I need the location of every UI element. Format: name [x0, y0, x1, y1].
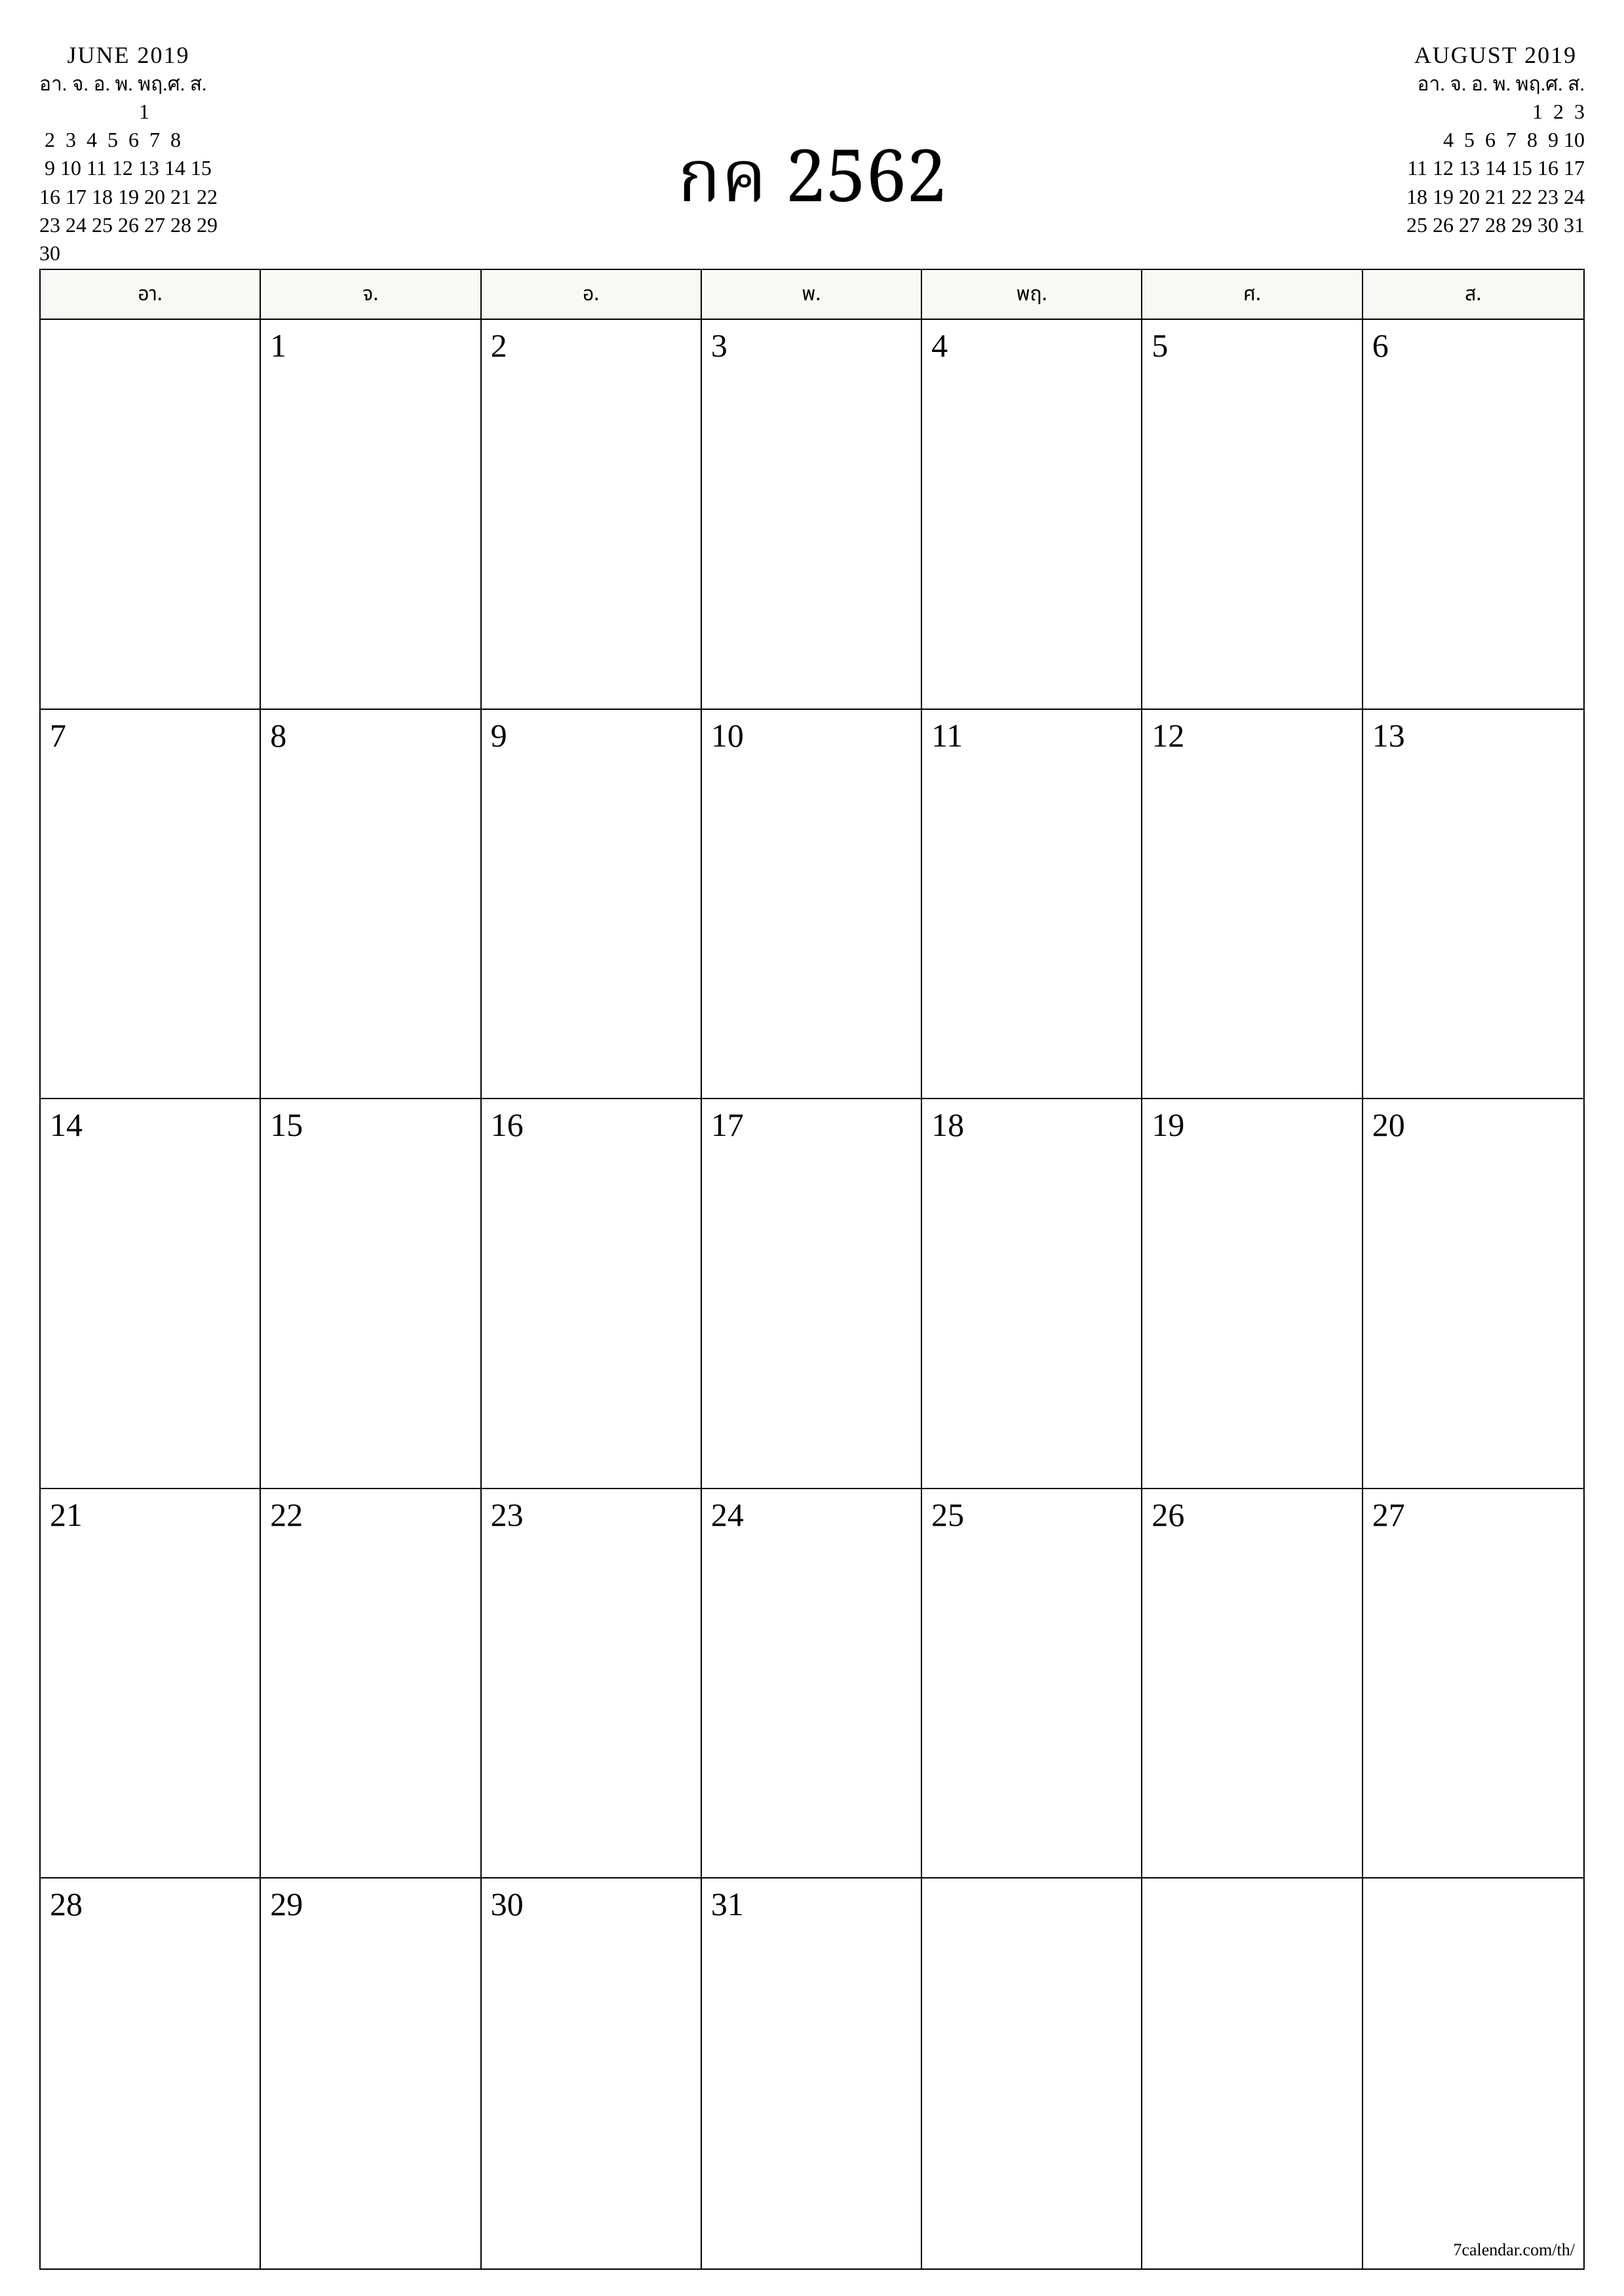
day-cell: 17 [702, 1099, 922, 1489]
day-cell: 6 [1363, 320, 1583, 710]
day-cell: 14 [41, 1099, 261, 1489]
day-cell: 25 [922, 1489, 1142, 1879]
day-cell: 13 [1363, 710, 1583, 1100]
weekday-header: พ. [702, 270, 922, 319]
day-cell [922, 1878, 1142, 2268]
day-cell: 19 [1142, 1099, 1363, 1489]
day-cell: 7 [41, 710, 261, 1100]
weekday-header: จ. [261, 270, 481, 319]
mini-prev-row: 2 3 4 5 6 7 8 [39, 126, 218, 154]
mini-prev-title: JUNE 2019 [39, 39, 218, 71]
calendar-page: JUNE 2019 อา. จ. อ. พ. พฤ.ศ. ส. 1 2 3 4 … [0, 0, 1624, 2296]
day-cell: 22 [261, 1489, 481, 1879]
day-cell [1142, 1878, 1363, 2268]
day-cell: 30 [482, 1878, 702, 2268]
day-cell: 24 [702, 1489, 922, 1879]
day-cell: 9 [482, 710, 702, 1100]
mini-next-row: 1 2 3 [1406, 98, 1585, 126]
mini-prev-row: 16 17 18 19 20 21 22 [39, 183, 218, 211]
mini-calendar-prev: JUNE 2019 อา. จ. อ. พ. พฤ.ศ. ส. 1 2 3 4 … [39, 39, 218, 267]
day-cell: 12 [1142, 710, 1363, 1100]
mini-next-row: 11 12 13 14 15 16 17 [1406, 154, 1585, 182]
day-cell: 18 [922, 1099, 1142, 1489]
mini-prev-row: 1 [39, 98, 218, 126]
main-calendar: อา. จ. อ. พ. พฤ. ศ. ส. 1 2 3 4 5 6 7 8 9… [39, 269, 1585, 2270]
day-cell: 29 [261, 1878, 481, 2268]
day-cell: 10 [702, 710, 922, 1100]
weekday-header: ศ. [1142, 270, 1363, 319]
mini-next-row: 4 5 6 7 8 9 10 [1406, 126, 1585, 154]
day-cell: 4 [922, 320, 1142, 710]
mini-prev-row: 30 [39, 239, 218, 267]
mini-prev-row: 9 10 11 12 13 14 15 [39, 154, 218, 182]
day-cell: 27 [1363, 1489, 1583, 1879]
mini-calendar-next: AUGUST 2019 อา. จ. อ. พ. พฤ.ศ. ส. 1 2 3 … [1406, 39, 1585, 239]
day-cell: 1 [261, 320, 481, 710]
day-cell [41, 320, 261, 710]
mini-next-dayrow: อา. จ. อ. พ. พฤ.ศ. ส. [1406, 71, 1585, 98]
mini-prev-dayrow: อา. จ. อ. พ. พฤ.ศ. ส. [39, 71, 218, 98]
mini-next-row: 18 19 20 21 22 23 24 [1406, 183, 1585, 211]
weekday-header: พฤ. [922, 270, 1142, 319]
day-cell: 2 [482, 320, 702, 710]
day-cell: 31 [702, 1878, 922, 2268]
day-cell: 15 [261, 1099, 481, 1489]
day-cell: 5 [1142, 320, 1363, 710]
footer-url: 7calendar.com/th/ [1453, 2240, 1575, 2260]
calendar-header-row: อา. จ. อ. พ. พฤ. ศ. ส. [41, 270, 1583, 320]
weekday-header: ส. [1363, 270, 1583, 319]
day-cell: 8 [261, 710, 481, 1100]
mini-next-title: AUGUST 2019 [1406, 39, 1585, 71]
weekday-header: อ. [482, 270, 702, 319]
day-cell: 28 [41, 1878, 261, 2268]
mini-prev-row: 23 24 25 26 27 28 29 [39, 211, 218, 239]
day-cell: 23 [482, 1489, 702, 1879]
day-cell: 3 [702, 320, 922, 710]
day-cell [1363, 1878, 1583, 2268]
header: JUNE 2019 อา. จ. อ. พ. พฤ.ศ. ส. 1 2 3 4 … [39, 39, 1585, 262]
day-cell: 20 [1363, 1099, 1583, 1489]
calendar-body: 1 2 3 4 5 6 7 8 9 10 11 12 13 14 15 16 1… [41, 320, 1583, 2268]
day-cell: 16 [482, 1099, 702, 1489]
mini-next-row: 25 26 27 28 29 30 31 [1406, 211, 1585, 239]
page-title: กค 2562 [677, 125, 946, 240]
weekday-header: อา. [41, 270, 261, 319]
day-cell: 21 [41, 1489, 261, 1879]
day-cell: 11 [922, 710, 1142, 1100]
day-cell: 26 [1142, 1489, 1363, 1879]
